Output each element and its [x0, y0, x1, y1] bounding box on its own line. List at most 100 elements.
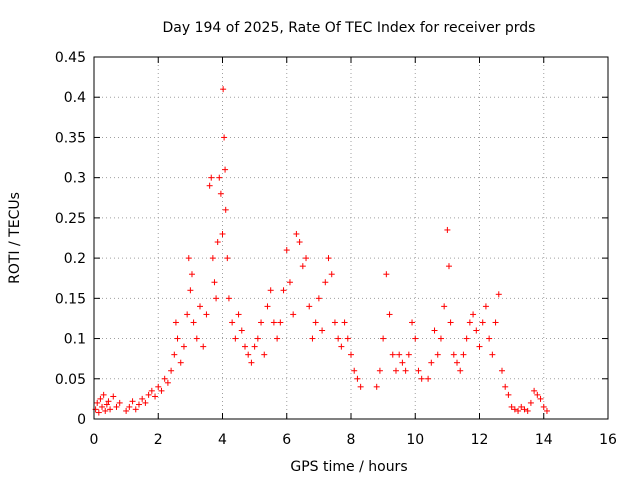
data-point — [219, 230, 226, 237]
data-point — [235, 311, 242, 318]
y-tick-label: 0.1 — [64, 332, 86, 348]
data-point — [531, 387, 538, 394]
data-point — [306, 303, 313, 310]
data-point — [331, 319, 338, 326]
data-point — [177, 359, 184, 366]
data-point — [139, 395, 146, 402]
data-point — [105, 398, 112, 405]
data-point — [232, 335, 239, 342]
data-point — [389, 351, 396, 358]
x-tick-label: 0 — [90, 432, 99, 448]
data-point — [518, 403, 525, 410]
data-point — [489, 351, 496, 358]
data-point — [386, 311, 393, 318]
data-point — [338, 343, 345, 350]
data-point — [418, 375, 425, 382]
data-point — [200, 343, 207, 350]
data-point — [299, 263, 306, 270]
data-point — [171, 351, 178, 358]
data-point — [515, 407, 522, 414]
data-points — [92, 86, 550, 416]
data-point — [498, 367, 505, 374]
data-point — [511, 406, 518, 413]
data-point — [158, 387, 165, 394]
data-point — [527, 399, 534, 406]
data-point — [543, 407, 550, 414]
data-point — [412, 335, 419, 342]
x-axis-label: GPS time / hours — [290, 459, 407, 475]
y-tick-label: 0.2 — [64, 251, 86, 267]
data-point — [335, 335, 342, 342]
data-point — [185, 255, 192, 262]
data-point — [135, 401, 142, 408]
data-point — [502, 383, 509, 390]
data-point — [221, 134, 228, 141]
data-point — [524, 407, 531, 414]
x-tick-label: 4 — [218, 432, 227, 448]
data-point — [102, 407, 109, 414]
data-point — [425, 375, 432, 382]
data-point — [222, 166, 229, 173]
data-point — [437, 335, 444, 342]
data-point — [258, 319, 265, 326]
data-point — [309, 335, 316, 342]
data-point — [152, 393, 159, 400]
data-point — [148, 387, 155, 394]
data-point — [454, 359, 461, 366]
data-point — [392, 367, 399, 374]
data-point — [217, 190, 224, 197]
data-point — [447, 319, 454, 326]
data-point — [396, 351, 403, 358]
data-point — [482, 303, 489, 310]
data-point — [293, 230, 300, 237]
data-point — [315, 295, 322, 302]
data-point — [248, 359, 255, 366]
data-point — [126, 403, 133, 410]
data-point — [214, 239, 221, 246]
data-point — [479, 319, 486, 326]
data-point — [450, 351, 457, 358]
x-tick-label: 8 — [347, 432, 356, 448]
data-point — [251, 343, 258, 350]
data-point — [261, 351, 268, 358]
data-point — [116, 399, 123, 406]
data-point — [107, 406, 114, 413]
data-point — [328, 271, 335, 278]
data-point — [351, 367, 358, 374]
y-tick-label: 0.3 — [64, 171, 86, 187]
x-tick-label: 6 — [282, 432, 291, 448]
data-point — [161, 375, 168, 382]
data-point — [264, 303, 271, 310]
data-point — [213, 295, 220, 302]
data-point — [168, 367, 175, 374]
data-point — [322, 279, 329, 286]
data-point — [290, 311, 297, 318]
data-point — [373, 383, 380, 390]
data-point — [245, 351, 252, 358]
data-point — [470, 311, 477, 318]
data-point — [428, 359, 435, 366]
data-point — [348, 351, 354, 358]
data-point — [312, 319, 319, 326]
data-point — [341, 319, 348, 326]
grid — [94, 57, 608, 419]
data-point — [123, 407, 130, 414]
data-point — [445, 263, 452, 270]
data-point — [303, 255, 310, 262]
data-point — [164, 379, 171, 386]
data-point — [216, 174, 223, 181]
data-point — [476, 343, 483, 350]
data-point — [229, 319, 236, 326]
data-point — [155, 383, 162, 390]
data-point — [325, 255, 332, 262]
data-point — [254, 335, 261, 342]
y-tick-label: 0.35 — [55, 130, 86, 146]
data-point — [486, 335, 493, 342]
x-tick-label: 12 — [471, 432, 489, 448]
y-tick-label: 0.45 — [55, 50, 86, 66]
data-point — [113, 403, 120, 410]
chart-title: Day 194 of 2025, Rate Of TEC Index for r… — [163, 20, 536, 36]
x-tick-label: 10 — [406, 432, 424, 448]
data-point — [142, 399, 149, 406]
